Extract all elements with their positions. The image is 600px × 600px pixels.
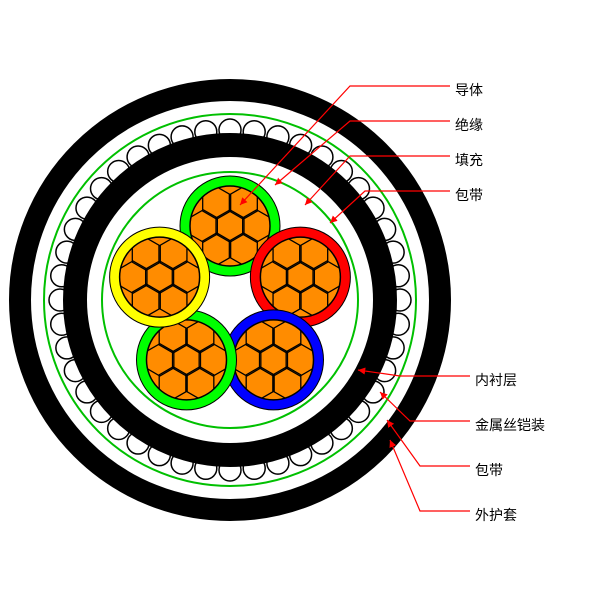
label-0: 导体	[455, 80, 483, 100]
label-7: 外护套	[475, 505, 517, 525]
label-6: 包带	[475, 460, 503, 480]
label-4: 内衬层	[475, 370, 517, 390]
label-2: 填充	[455, 150, 483, 170]
label-3: 包带	[455, 185, 483, 205]
label-5: 金属丝铠装	[475, 415, 545, 435]
label-1: 绝缘	[455, 115, 483, 135]
